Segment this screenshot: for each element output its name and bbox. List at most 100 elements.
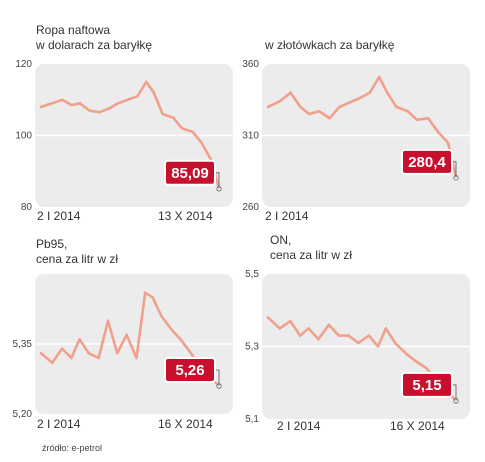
data-point (298, 334, 302, 337)
value-badge-label: 5,15 (412, 377, 441, 394)
data-point (358, 97, 361, 100)
y-tick-label: 5,5 (245, 269, 259, 280)
chart-oil-pln: 360 310 260 280,4 2 I 2014 (242, 59, 470, 223)
chart-title-on: ON, cena za litr w zł (270, 233, 353, 262)
data-point (307, 112, 311, 116)
data-point (384, 327, 388, 330)
data-point (160, 314, 163, 318)
data-point (116, 102, 120, 105)
series-line (266, 316, 458, 403)
y-tick-label: 100 (15, 131, 32, 142)
chart-on: 5,5 5,3 5,1 5,15 2 I 2014 16 X 2014 (245, 269, 470, 433)
data-point (191, 130, 194, 134)
data-point (39, 105, 43, 109)
data-point (60, 347, 64, 350)
data-point (317, 338, 320, 341)
value-badge-label: 85,09 (171, 165, 209, 182)
data-point (395, 105, 398, 109)
data-point (266, 105, 270, 109)
badge-connector (215, 172, 220, 189)
data-point (189, 352, 193, 355)
y-tick-label: 5,20 (13, 409, 33, 420)
value-badge-label: 280,4 (408, 154, 446, 171)
data-point (170, 328, 174, 332)
chart-title-oil-usd: Ropa naftowa w dolarach za baryłkę (36, 23, 153, 52)
y-tick-label: 310 (242, 131, 259, 142)
data-point (51, 102, 54, 105)
data-point (151, 296, 154, 299)
y-tick-label: 5,3 (245, 342, 259, 353)
y-tick-label: 360 (242, 59, 259, 70)
chart-oil-usd: 120 100 80 85,09 2 I 2014 13 X 2014 (15, 59, 233, 223)
data-point (405, 352, 408, 355)
x-end-label: 13 X 2014 (158, 209, 213, 223)
data-point (446, 141, 450, 144)
data-point (136, 94, 139, 98)
x-start-label: 2 I 2014 (37, 209, 81, 223)
data-point (152, 91, 156, 94)
data-point (143, 291, 147, 294)
data-point (289, 319, 292, 323)
data-point (415, 118, 419, 121)
data-point (328, 117, 331, 120)
data-point (436, 130, 439, 133)
y-tick-label: 5,1 (245, 414, 259, 425)
data-point (39, 352, 43, 355)
y-tick-label: 260 (242, 202, 259, 213)
badge-connector (452, 161, 457, 178)
value-badge (164, 357, 216, 383)
data-point (393, 341, 397, 345)
data-point (327, 323, 331, 326)
data-point (88, 109, 91, 112)
data-point (385, 91, 389, 94)
x-end-label: 16 X 2014 (158, 417, 213, 431)
chart-title-oil-pln: w złotówkach za baryłkę (265, 38, 395, 52)
data-point (87, 352, 90, 355)
badge-connector (215, 369, 220, 386)
data-point (376, 345, 380, 348)
data-point (50, 361, 54, 364)
data-point (367, 334, 371, 337)
data-point (98, 111, 101, 114)
data-point (426, 117, 430, 120)
source-note: źródło: e-petrol (42, 443, 103, 453)
data-point (172, 116, 175, 119)
data-point (116, 352, 119, 355)
value-badge (164, 159, 216, 186)
data-point (70, 103, 73, 107)
data-point (289, 91, 292, 94)
x-end-label: 16 X 2014 (390, 419, 445, 433)
series-line (39, 80, 221, 191)
data-point (70, 356, 73, 360)
data-point (145, 80, 148, 84)
data-point (126, 98, 129, 101)
data-point (200, 141, 203, 144)
y-tick-label: 120 (15, 59, 32, 70)
data-point (337, 334, 340, 337)
y-tick-label: 80 (21, 202, 33, 213)
data-point (161, 112, 164, 116)
data-point (135, 356, 138, 360)
data-point (266, 316, 270, 319)
data-point (425, 367, 428, 370)
x-start-label: 2 I 2014 (277, 419, 321, 433)
chart-pb95: 5,35 5,20 5,26 2 I 2014 16 X 2014 (13, 274, 233, 431)
data-point (179, 338, 182, 341)
data-point (378, 75, 381, 79)
data-point (406, 109, 409, 113)
data-point (180, 127, 184, 130)
y-tick-label: 5,35 (13, 339, 33, 350)
data-point (368, 91, 372, 94)
series-line (39, 291, 221, 388)
data-point (348, 101, 351, 104)
series-line (266, 75, 458, 180)
data-point (338, 105, 341, 109)
data-point (317, 109, 321, 113)
x-start-label: 2 I 2014 (265, 209, 309, 223)
chart-title-pb95: Pb95, cena za litr w zł (36, 237, 119, 266)
badge-connector (452, 384, 457, 401)
data-point (357, 341, 360, 345)
data-point (106, 319, 110, 322)
data-point (278, 99, 282, 103)
value-badge-label: 5,26 (175, 362, 204, 379)
